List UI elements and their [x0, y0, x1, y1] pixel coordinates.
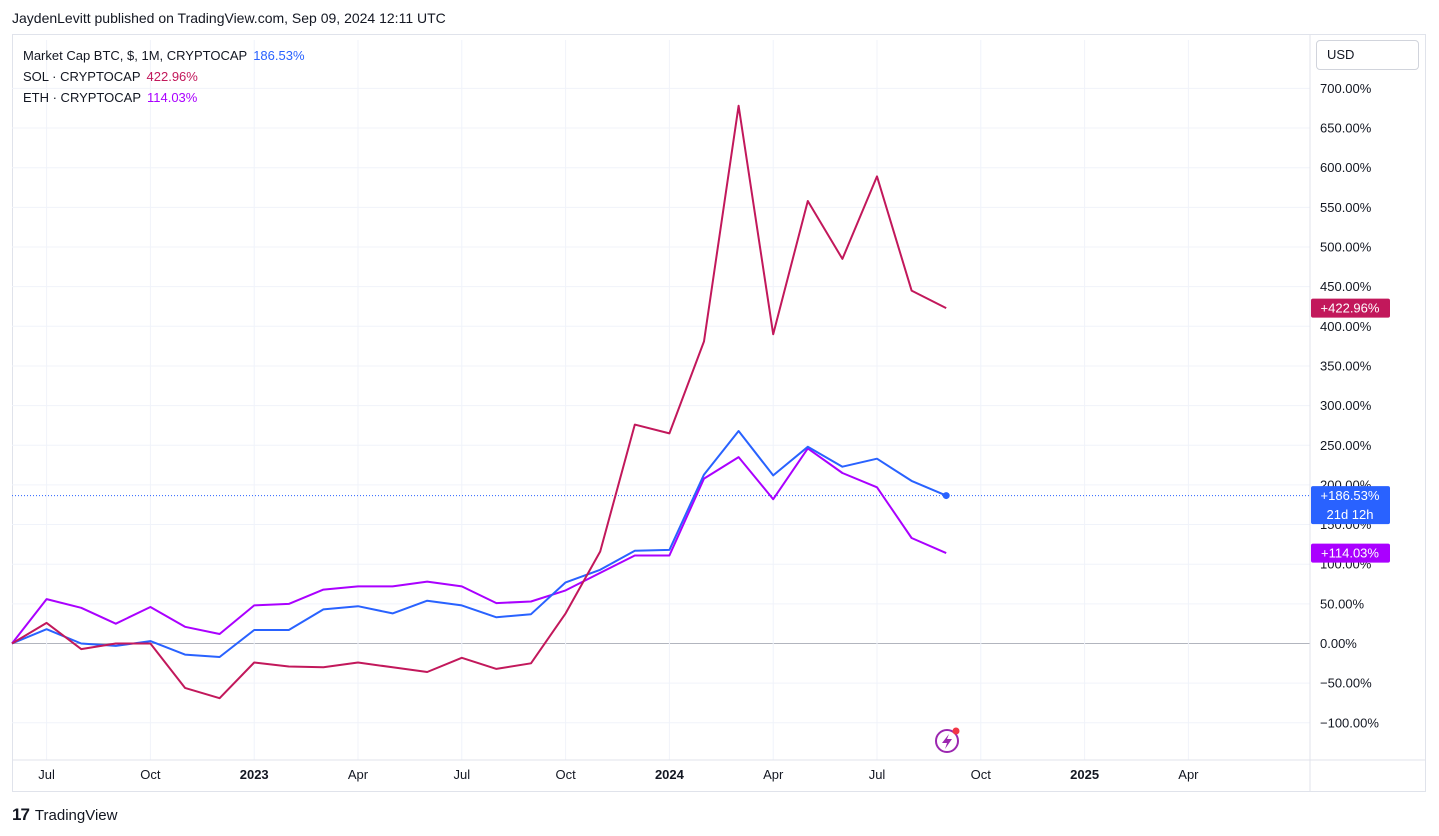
legend-value-btc: 186.53%	[253, 48, 305, 63]
y-tick-label: 450.00%	[1320, 279, 1372, 294]
price-label-eth	[1311, 543, 1390, 563]
x-tick-label: Oct	[971, 767, 992, 782]
tradingview-wordmark: TradingView	[34, 806, 118, 824]
legend-row-sol[interactable]: SOL · CRYPTOCAP 422.96%	[23, 66, 305, 87]
flash-icon-bolt	[942, 734, 952, 749]
x-tick-label: Apr	[348, 767, 369, 782]
legend-row-btc[interactable]: Market Cap BTC, $, 1M, CRYPTOCAP 186.53%	[23, 45, 305, 66]
chart-frame	[12, 34, 1426, 792]
series-line-eth[interactable]	[11, 447, 947, 645]
y-tick-label: 300.00%	[1320, 398, 1372, 413]
y-tick-label: 700.00%	[1320, 81, 1372, 96]
btc-last-point	[942, 492, 950, 500]
y-tick-label: −100.00%	[1320, 715, 1379, 730]
published-caption: JaydenLevitt published on TradingView.co…	[12, 10, 446, 26]
x-tick-label: 2025	[1070, 767, 1099, 782]
legend-label-sol: SOL · CRYPTOCAP	[23, 69, 141, 84]
price-label-sol	[1311, 298, 1390, 318]
flash-icon[interactable]	[935, 729, 959, 753]
y-tick-label: 550.00%	[1320, 200, 1372, 215]
x-tick-label: Apr	[1178, 767, 1199, 782]
x-tick-label: 2024	[655, 767, 685, 782]
price-label-text-btc: +186.53%	[1321, 488, 1380, 503]
y-tick-label: 600.00%	[1320, 160, 1372, 175]
x-tick-label: Apr	[763, 767, 784, 782]
x-tick-label: Jul	[38, 767, 55, 782]
currency-button[interactable]: USD	[1316, 40, 1419, 70]
series-line-btc[interactable]	[11, 430, 947, 658]
price-label-text-sol: +422.96%	[1321, 301, 1380, 316]
legend-label-eth: ETH · CRYPTOCAP	[23, 90, 141, 105]
series-line-sol[interactable]	[11, 104, 947, 700]
y-tick-label: 350.00%	[1320, 358, 1372, 373]
y-tick-label: 0.00%	[1320, 636, 1357, 651]
x-tick-label: Oct	[140, 767, 161, 782]
x-tick-label: Jul	[869, 767, 886, 782]
legend-label-btc: Market Cap BTC, $, 1M, CRYPTOCAP	[23, 48, 248, 63]
price-label-text-eth: +114.03%	[1321, 546, 1379, 561]
y-tick-label: 400.00%	[1320, 319, 1372, 334]
y-tick-label: −50.00%	[1320, 676, 1372, 691]
y-tick-label: 50.00%	[1320, 596, 1365, 611]
y-tick-label: 500.00%	[1320, 240, 1372, 255]
chart-legend: Market Cap BTC, $, 1M, CRYPTOCAP 186.53% …	[23, 45, 305, 108]
countdown-label: 21d 12h	[1327, 507, 1374, 522]
y-tick-label: 250.00%	[1320, 438, 1372, 453]
x-tick-label: 2023	[240, 767, 269, 782]
x-tick-label: Oct	[555, 767, 576, 782]
price-label-btc	[1311, 486, 1390, 525]
tradingview-logo-icon: 17	[12, 805, 30, 824]
tradingview-brand[interactable]: 17 TradingView	[12, 805, 117, 825]
legend-row-eth[interactable]: ETH · CRYPTOCAP 114.03%	[23, 87, 305, 108]
notification-dot-icon	[952, 727, 960, 735]
legend-value-eth: 114.03%	[146, 90, 198, 105]
legend-value-sol: 422.96%	[146, 69, 198, 84]
y-tick-label: 650.00%	[1320, 121, 1372, 136]
x-tick-label: Jul	[453, 767, 470, 782]
